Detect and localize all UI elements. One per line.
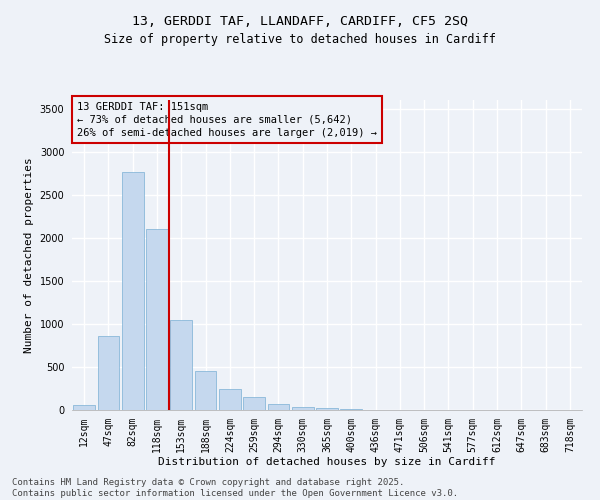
Bar [194,371,217,410]
Bar [268,404,289,410]
Bar [170,320,192,410]
Bar [219,389,241,410]
Bar [316,408,338,410]
Bar [243,396,265,410]
Text: 13, GERDDI TAF, LLANDAFF, CARDIFF, CF5 2SQ: 13, GERDDI TAF, LLANDAFF, CARDIFF, CF5 2… [132,15,468,28]
Y-axis label: Number of detached properties: Number of detached properties [24,157,34,353]
Text: Contains HM Land Registry data © Crown copyright and database right 2025.
Contai: Contains HM Land Registry data © Crown c… [12,478,458,498]
Bar [73,406,95,410]
Text: 13 GERDDI TAF: 151sqm
← 73% of detached houses are smaller (5,642)
26% of semi-d: 13 GERDDI TAF: 151sqm ← 73% of detached … [77,102,377,138]
Bar [122,172,143,410]
Bar [146,229,168,410]
Bar [340,409,362,410]
Bar [97,336,119,410]
Bar [292,406,314,410]
Text: Size of property relative to detached houses in Cardiff: Size of property relative to detached ho… [104,32,496,46]
X-axis label: Distribution of detached houses by size in Cardiff: Distribution of detached houses by size … [158,457,496,467]
